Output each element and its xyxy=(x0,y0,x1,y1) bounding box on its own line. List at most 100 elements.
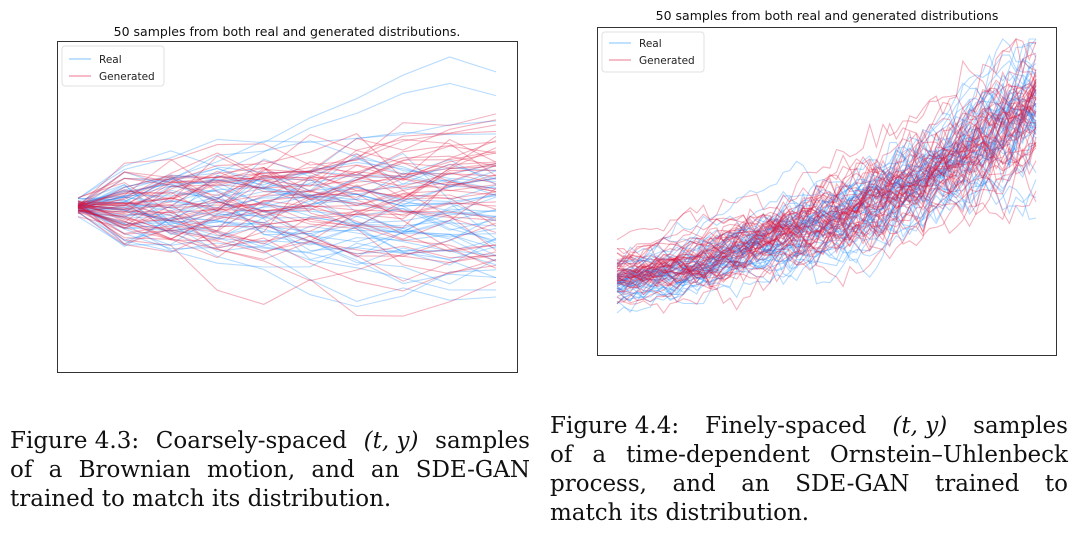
real-path xyxy=(77,193,497,258)
generated-path xyxy=(77,205,497,292)
generated-path xyxy=(77,200,497,264)
generated-path xyxy=(616,89,1037,282)
generated-path xyxy=(77,177,497,252)
generated-path xyxy=(77,163,497,212)
generated-path xyxy=(616,37,1037,260)
real-path xyxy=(77,174,497,212)
real-path xyxy=(77,186,497,222)
real-path xyxy=(77,187,497,236)
generated-path xyxy=(616,83,1037,276)
generated-path xyxy=(77,162,497,206)
generated-path xyxy=(77,197,497,227)
generated-path xyxy=(616,130,1037,265)
generated-path xyxy=(77,113,497,215)
generated-path xyxy=(616,98,1037,282)
real-path xyxy=(616,102,1037,292)
real-path xyxy=(77,202,497,266)
legend-real-label: Real xyxy=(639,38,662,50)
generated-path xyxy=(77,206,497,257)
real-path xyxy=(616,38,1037,305)
generated-path xyxy=(77,183,497,259)
real-path xyxy=(616,58,1037,287)
fig43-lines xyxy=(77,56,497,317)
generated-path xyxy=(77,130,497,211)
legend-generated-label: Generated xyxy=(99,71,155,83)
generated-path xyxy=(616,54,1037,283)
generated-path xyxy=(77,141,497,224)
real-path xyxy=(616,103,1037,265)
generated-path xyxy=(616,75,1037,269)
generated-path xyxy=(616,103,1037,275)
real-path xyxy=(616,73,1037,287)
real-path xyxy=(616,107,1037,273)
generated-path xyxy=(616,85,1037,296)
generated-path xyxy=(77,133,497,205)
real-path xyxy=(616,111,1037,294)
generated-path xyxy=(77,147,497,245)
generated-path xyxy=(77,166,497,229)
generated-path xyxy=(616,118,1037,274)
generated-path xyxy=(616,59,1037,302)
fig43-plot: Real Generated xyxy=(57,41,518,373)
real-path xyxy=(77,177,497,242)
generated-path xyxy=(77,176,497,240)
real-path xyxy=(77,202,497,279)
real-path xyxy=(77,199,497,285)
caption-text: samples xyxy=(973,413,1068,439)
generated-path xyxy=(616,41,1037,241)
real-path xyxy=(616,82,1037,281)
real-path xyxy=(77,178,497,230)
generated-path xyxy=(616,59,1037,269)
real-path xyxy=(616,72,1037,284)
real-path xyxy=(77,210,497,268)
generated-path xyxy=(77,138,497,213)
real-path xyxy=(616,129,1037,281)
generated-path xyxy=(77,205,497,317)
generated-path xyxy=(616,79,1037,259)
real-path xyxy=(616,104,1037,285)
caption-text: Finely-spaced xyxy=(705,413,867,439)
real-path xyxy=(77,207,497,252)
generated-path xyxy=(616,136,1037,288)
real-path xyxy=(77,209,497,253)
caption-math: (t, y) xyxy=(892,413,948,439)
generated-path xyxy=(77,202,497,235)
real-path xyxy=(77,183,497,302)
real-path xyxy=(77,186,497,222)
generated-path xyxy=(77,189,497,230)
caption-line: process, and an SDE-GAN trained to xyxy=(550,471,1068,497)
fig44-legend: Real Generated xyxy=(601,31,705,73)
generated-path xyxy=(616,126,1037,273)
generated-path xyxy=(616,89,1037,278)
generated-path xyxy=(616,124,1037,277)
real-path xyxy=(616,111,1037,289)
generated-path xyxy=(77,152,497,253)
real-path xyxy=(616,44,1037,265)
real-path xyxy=(77,176,497,235)
real-path xyxy=(77,185,497,240)
real-path xyxy=(616,113,1037,290)
legend-real-label: Real xyxy=(99,54,122,66)
real-path xyxy=(616,180,1037,278)
generated-path xyxy=(77,138,497,208)
real-path xyxy=(616,79,1037,266)
real-path xyxy=(77,171,497,206)
generated-path xyxy=(77,172,497,219)
generated-path xyxy=(77,168,497,222)
generated-path xyxy=(616,91,1037,288)
caption-text: Coarsely-spaced xyxy=(155,428,347,454)
real-path xyxy=(616,42,1037,302)
fig44-caption: Figure 4.4: Finely-spaced (t, y) samples… xyxy=(550,412,1068,528)
generated-path xyxy=(616,70,1037,275)
real-path xyxy=(616,160,1037,298)
real-path xyxy=(616,78,1037,286)
real-path xyxy=(616,64,1037,285)
real-path xyxy=(77,196,497,218)
generated-path xyxy=(77,152,497,213)
real-path xyxy=(616,96,1037,277)
generated-path xyxy=(77,170,497,229)
generated-path xyxy=(77,191,497,253)
real-path xyxy=(616,90,1037,279)
real-path xyxy=(616,121,1037,289)
generated-path xyxy=(77,165,497,248)
